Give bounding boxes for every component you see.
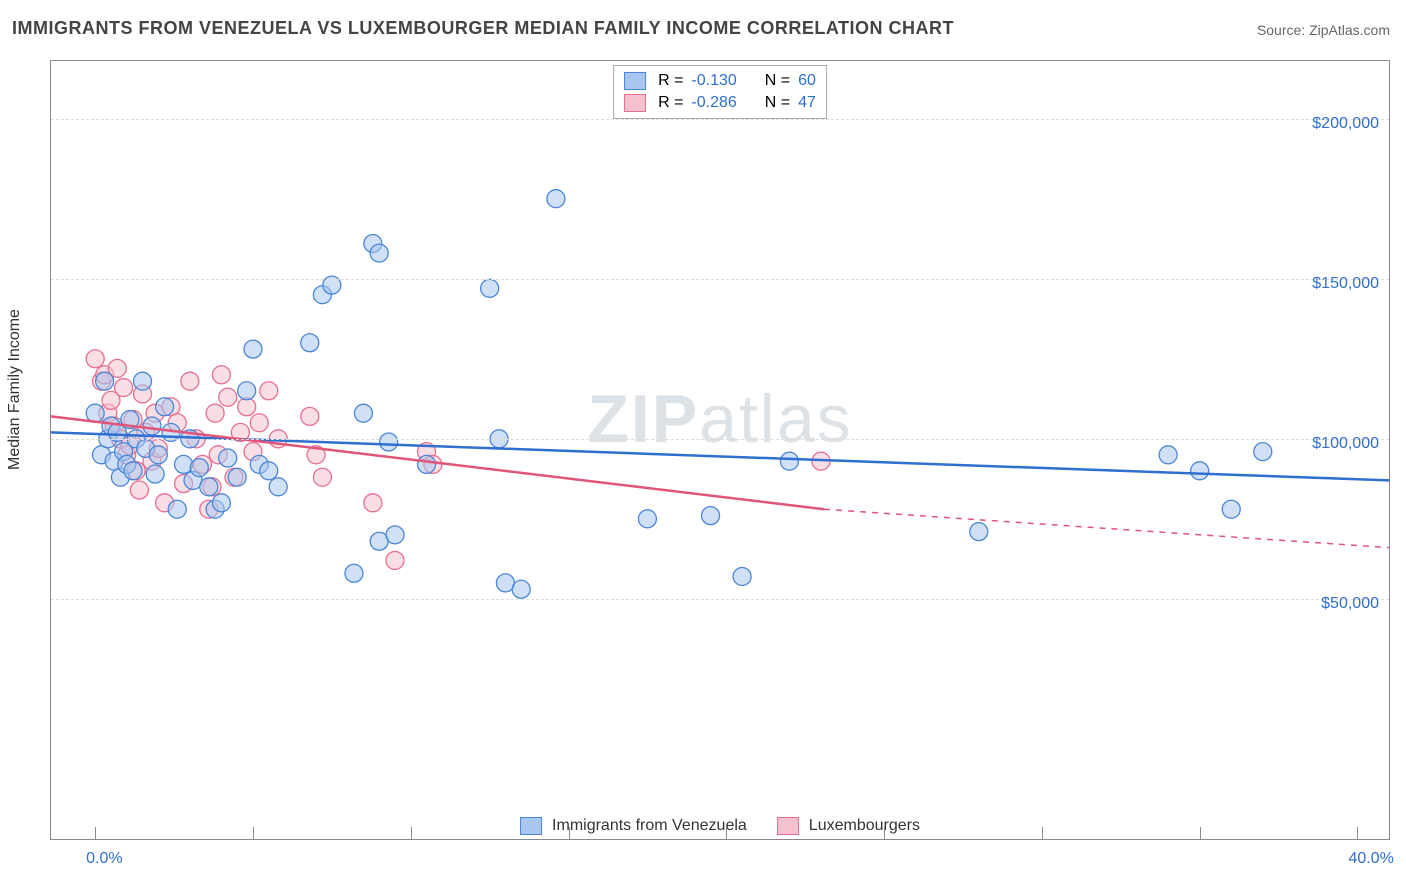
data-point-venezuela <box>370 244 388 262</box>
y-tick-label: $150,000 <box>1312 275 1379 293</box>
r-value: -0.286 <box>691 92 736 114</box>
n-value: 47 <box>798 92 816 114</box>
data-point-venezuela <box>212 494 230 512</box>
x-tick-mark <box>1357 827 1358 839</box>
data-point-venezuela <box>228 468 246 486</box>
x-tick-mark <box>884 827 885 839</box>
data-point-venezuela <box>156 398 174 416</box>
gridline <box>51 279 1389 280</box>
data-point-venezuela <box>244 340 262 358</box>
data-point-venezuela <box>124 462 142 480</box>
gridline <box>51 439 1389 440</box>
data-point-luxembourg <box>364 494 382 512</box>
series-legend: Immigrants from Venezuela Luxembourgers <box>520 817 920 835</box>
data-point-venezuela <box>86 404 104 422</box>
x-tick-mark <box>726 827 727 839</box>
data-point-luxembourg <box>238 398 256 416</box>
plot-area: ZIPatlas R =-0.130N =60R =-0.286N =47 Im… <box>50 60 1390 840</box>
y-tick-label: $200,000 <box>1312 115 1379 133</box>
data-point-venezuela <box>96 372 114 390</box>
correlation-legend: R = -0.130 N = 60 R = -0.286 N = 47 <box>613 65 827 119</box>
legend-label: Immigrants from Venezuela <box>552 817 747 835</box>
data-point-venezuela <box>512 580 530 598</box>
data-point-luxembourg <box>250 414 268 432</box>
legend-swatch <box>624 94 646 112</box>
data-point-venezuela <box>354 404 372 422</box>
data-point-venezuela <box>638 510 656 528</box>
legend-row-luxembourg: R = -0.286 N = 47 <box>624 92 816 114</box>
data-point-venezuela <box>547 190 565 208</box>
data-point-luxembourg <box>301 407 319 425</box>
data-point-venezuela <box>380 433 398 451</box>
legend-label: Luxembourgers <box>809 817 920 835</box>
data-point-venezuela <box>149 446 167 464</box>
data-point-venezuela <box>134 372 152 390</box>
data-point-luxembourg <box>181 372 199 390</box>
y-tick-label: $100,000 <box>1312 435 1379 453</box>
legend-item: Immigrants from Venezuela <box>520 817 747 835</box>
data-point-venezuela <box>1191 462 1209 480</box>
chart-container: IMMIGRANTS FROM VENEZUELA VS LUXEMBOURGE… <box>0 0 1406 892</box>
data-point-luxembourg <box>386 551 404 569</box>
data-point-venezuela <box>143 417 161 435</box>
data-point-venezuela <box>386 526 404 544</box>
n-label: N = <box>765 92 790 114</box>
source-label: Source: ZipAtlas.com <box>1257 22 1390 38</box>
data-point-venezuela <box>190 459 208 477</box>
data-point-luxembourg <box>206 404 224 422</box>
chart-title: IMMIGRANTS FROM VENEZUELA VS LUXEMBOURGE… <box>12 18 954 39</box>
data-point-luxembourg <box>313 468 331 486</box>
legend-row-venezuela: R = -0.130 N = 60 <box>624 70 816 92</box>
gridline <box>51 119 1389 120</box>
data-point-venezuela <box>702 507 720 525</box>
data-point-luxembourg <box>115 379 133 397</box>
data-point-luxembourg <box>130 481 148 499</box>
r-value: -0.130 <box>691 70 736 92</box>
data-point-luxembourg <box>219 388 237 406</box>
data-point-venezuela <box>260 462 278 480</box>
x-tick-mark <box>1042 827 1043 839</box>
gridline <box>51 599 1389 600</box>
y-axis-label: Median Family Income <box>6 309 24 470</box>
data-point-venezuela <box>269 478 287 496</box>
x-tick-label: 0.0% <box>86 850 122 868</box>
r-label: R = <box>658 92 683 114</box>
data-point-venezuela <box>733 567 751 585</box>
x-tick-mark <box>411 827 412 839</box>
legend-swatch <box>624 72 646 90</box>
x-tick-mark <box>95 827 96 839</box>
legend-swatch <box>777 817 799 835</box>
data-point-venezuela <box>1254 443 1272 461</box>
data-point-luxembourg <box>86 350 104 368</box>
data-point-venezuela <box>345 564 363 582</box>
data-point-venezuela <box>175 455 193 473</box>
plot-svg <box>51 61 1389 839</box>
data-point-venezuela <box>146 465 164 483</box>
n-label: N = <box>765 70 790 92</box>
data-point-luxembourg <box>260 382 278 400</box>
data-point-venezuela <box>301 334 319 352</box>
x-tick-mark <box>1200 827 1201 839</box>
trendline-ext-luxembourg <box>824 509 1389 547</box>
legend-swatch <box>520 817 542 835</box>
y-tick-label: $50,000 <box>1321 595 1379 613</box>
data-point-venezuela <box>238 382 256 400</box>
data-point-venezuela <box>1222 500 1240 518</box>
x-tick-label: 40.0% <box>1348 850 1393 868</box>
data-point-venezuela <box>481 279 499 297</box>
data-point-venezuela <box>168 500 186 518</box>
data-point-venezuela <box>970 523 988 541</box>
n-value: 60 <box>798 70 816 92</box>
legend-item: Luxembourgers <box>777 817 920 835</box>
x-tick-mark <box>253 827 254 839</box>
x-tick-mark <box>569 827 570 839</box>
data-point-venezuela <box>1159 446 1177 464</box>
r-label: R = <box>658 70 683 92</box>
data-point-luxembourg <box>212 366 230 384</box>
data-point-venezuela <box>780 452 798 470</box>
data-point-venezuela <box>418 455 436 473</box>
data-point-venezuela <box>200 478 218 496</box>
data-point-venezuela <box>219 449 237 467</box>
